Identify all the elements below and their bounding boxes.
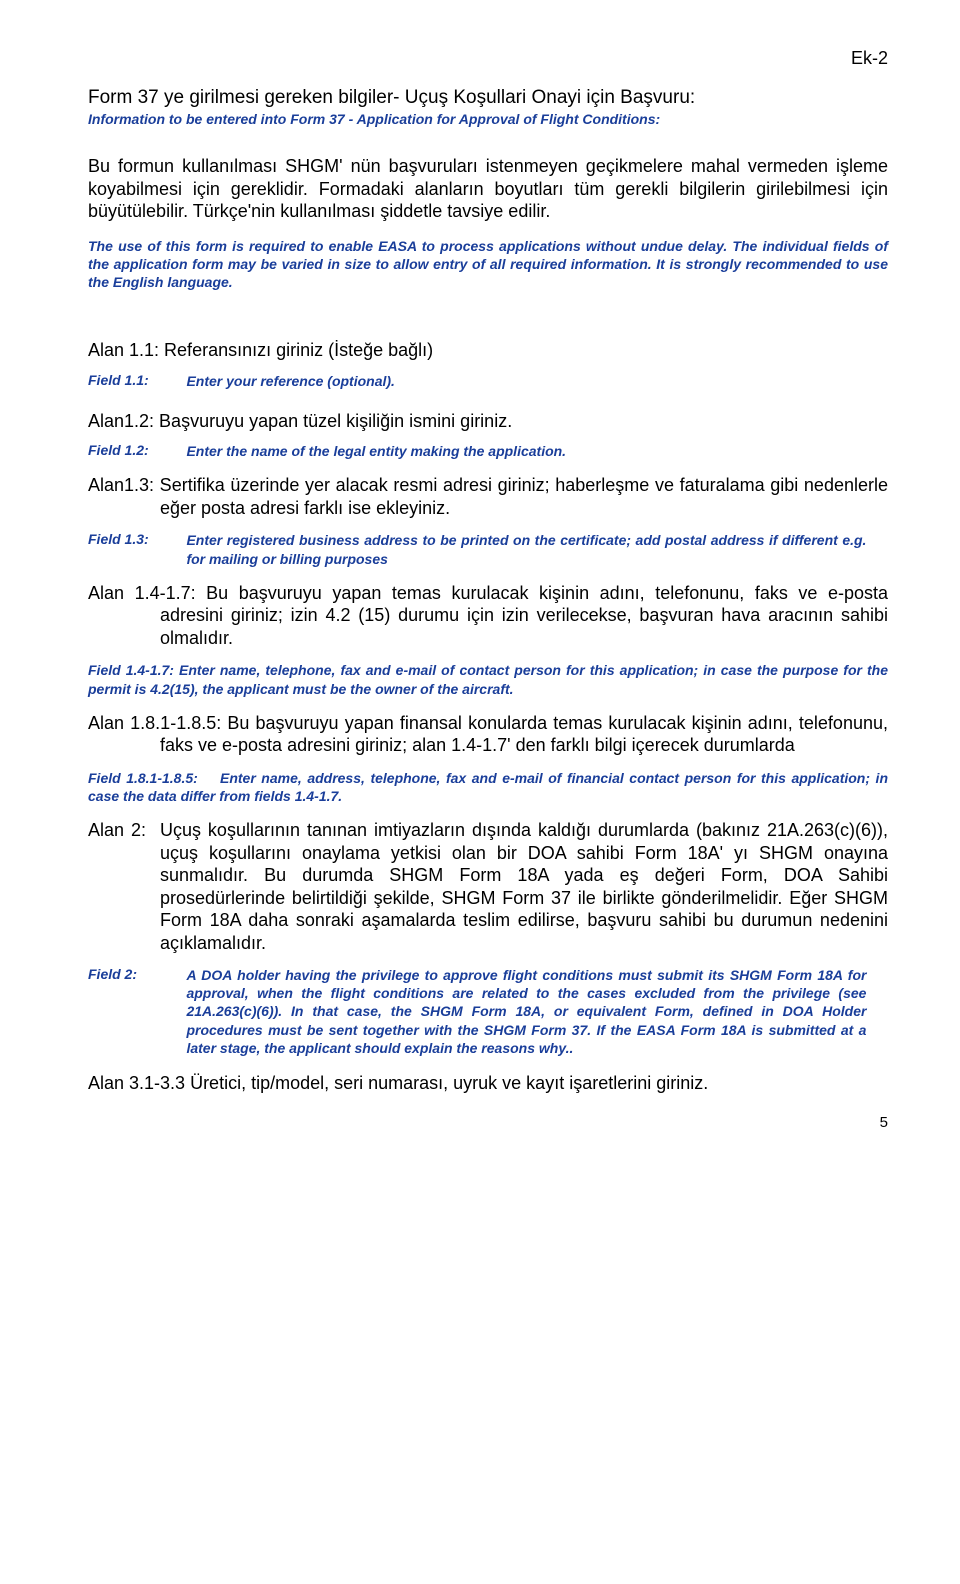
intro-english: The use of this form is required to enab…: [88, 237, 888, 292]
field-1-3-label: Field 1.3:: [88, 531, 182, 547]
field-1-8-heading-text: Alan 1.8.1-1.8.5: Bu başvuruyu yapan fin…: [88, 712, 888, 757]
field-1-1-label: Field 1.1:: [88, 372, 182, 388]
field-1-4-1-7-row: Field 1.4-1.7: Enter name, telephone, fa…: [88, 661, 888, 697]
field-1-3-heading: Alan1.3: Sertifika üzerinde yer alacak r…: [88, 474, 888, 519]
field-1-8-text-inline: [203, 770, 220, 786]
field-1-1-row: Field 1.1: Enter your reference (optiona…: [88, 372, 888, 390]
field-2-heading-text: Uçuş koşullarının tanınan imtiyazların d…: [160, 820, 888, 953]
field-1-4-1-7-heading: Alan 1.4-1.7: Bu başvuruyu yapan temas k…: [88, 582, 888, 650]
field-2-row: Field 2: A DOA holder having the privile…: [88, 966, 888, 1057]
document-page: Ek-2 Form 37 ye girilmesi gereken bilgil…: [0, 0, 960, 1155]
field-1-8-row: Field 1.8.1-1.8.5: Enter name, address, …: [88, 769, 888, 805]
field-1-2-label: Field 1.2:: [88, 442, 182, 458]
field-1-4-1-7-text: Enter name, telephone, fax and e-mail of…: [88, 662, 888, 696]
field-1-3-row: Field 1.3: Enter registered business add…: [88, 531, 888, 567]
field-1-1-heading: Alan 1.1: Referansınızı giriniz (İsteğe …: [88, 339, 888, 362]
field-1-3-text: Enter registered business address to be …: [186, 531, 866, 567]
field-1-2-row: Field 1.2: Enter the name of the legal e…: [88, 442, 888, 460]
title-turkish: Form 37 ye girilmesi gereken bilgiler- U…: [88, 87, 888, 109]
field-2-text: A DOA holder having the privilege to app…: [186, 966, 866, 1057]
field-1-8-heading: Alan 1.8.1-1.8.5: Bu başvuruyu yapan fin…: [88, 712, 888, 757]
field-1-2-heading: Alan1.2: Başvuruyu yapan tüzel kişiliğin…: [88, 410, 888, 433]
field-1-1-text: Enter your reference (optional).: [186, 372, 866, 390]
intro-turkish: Bu formun kullanılması SHGM' nün başvuru…: [88, 155, 888, 223]
page-number: 5: [88, 1114, 888, 1131]
field-1-4-1-7-label: Field 1.4-1.7:: [88, 662, 174, 678]
attachment-label: Ek-2: [88, 48, 888, 69]
field-1-3-heading-text: Alan1.3: Sertifika üzerinde yer alacak r…: [88, 474, 888, 519]
field-1-8-label: Field 1.8.1-1.8.5:: [88, 770, 198, 786]
field-2-heading-pre: Alan 2:: [88, 820, 146, 840]
field-2-label: Field 2:: [88, 966, 182, 982]
field-2-heading: Alan 2: Uçuş koşullarının tanınan imtiya…: [88, 819, 888, 954]
field-1-4-1-7-heading-text: Alan 1.4-1.7: Bu başvuruyu yapan temas k…: [88, 582, 888, 650]
field-1-2-text: Enter the name of the legal entity makin…: [186, 442, 866, 460]
title-english: Information to be entered into Form 37 -…: [88, 111, 888, 127]
field-3-heading: Alan 3.1-3.3 Üretici, tip/model, seri nu…: [88, 1073, 888, 1094]
